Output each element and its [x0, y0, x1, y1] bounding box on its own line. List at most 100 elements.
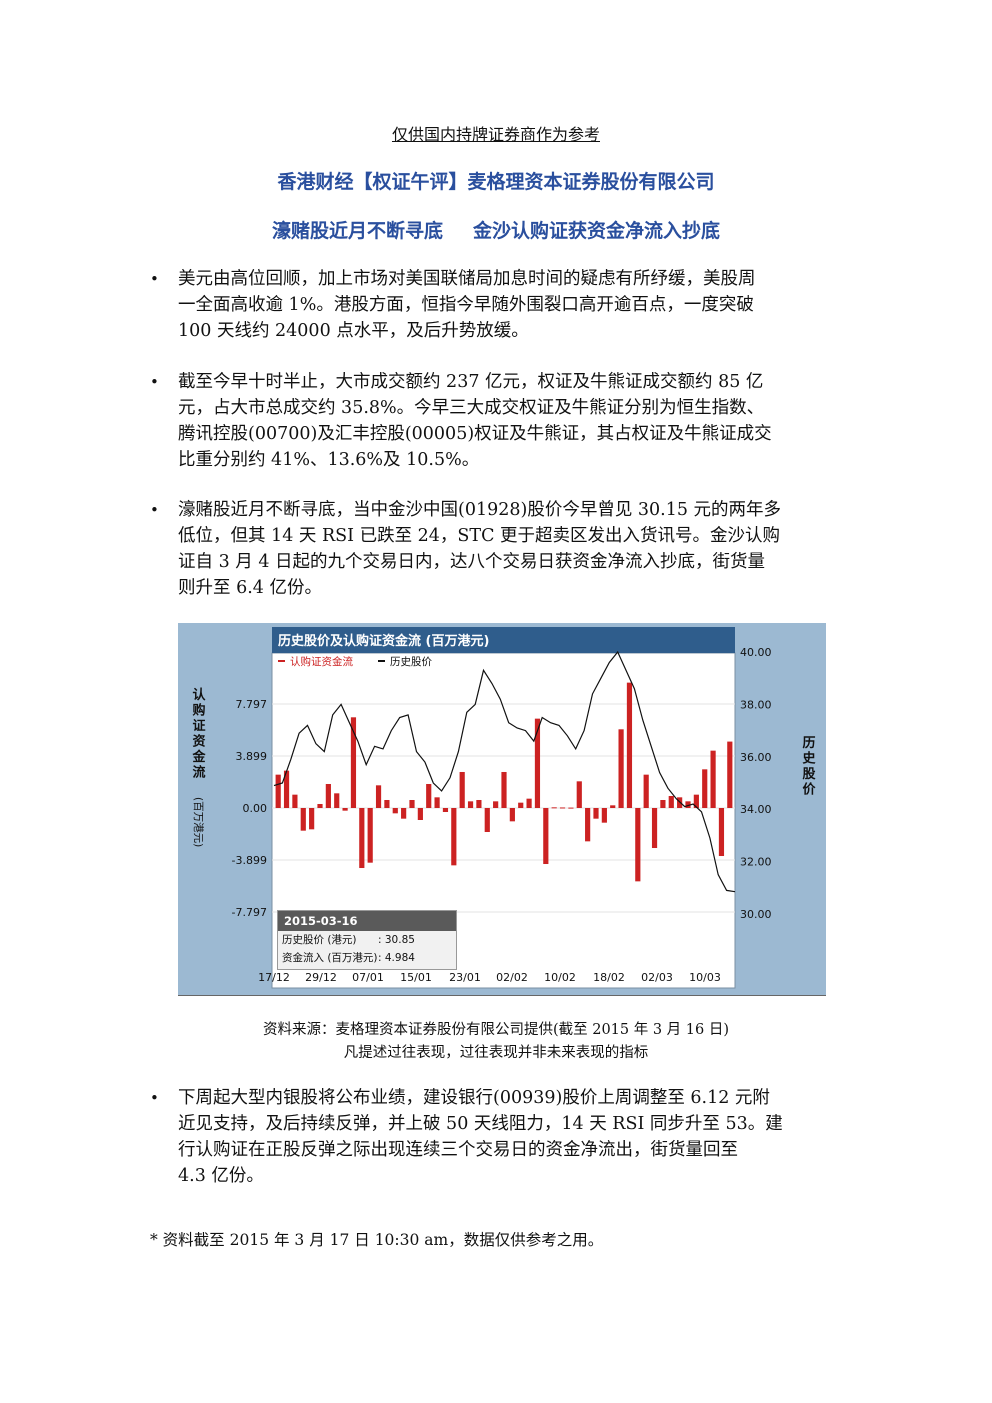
chart-title: 历史股价及认购证资金流 (百万港元) [278, 633, 489, 649]
right-axis-title-char: 价 [802, 783, 816, 798]
flow-bar [417, 808, 423, 821]
flow-bar [727, 741, 733, 808]
paragraph-line: 4.3 亿份。 [178, 1166, 264, 1186]
flow-bar [350, 717, 357, 808]
x-tick-label: 02/02 [496, 971, 528, 984]
paragraph-line: 近见支持，及后持续反弹，并上破 50 天线阻力，14 天 RSI 同步升至 53… [178, 1114, 783, 1134]
flow-bar [610, 805, 616, 808]
flow-bar [442, 808, 449, 813]
left-axis-title-char: 流 [192, 765, 205, 781]
chart-title-bar [272, 627, 735, 653]
left-tick-label: -7.797 [232, 906, 267, 919]
flow-bar [593, 808, 599, 819]
price-line [273, 650, 736, 893]
flow-bar [509, 808, 515, 822]
x-tick-label: 29/12 [305, 971, 337, 984]
flow-bar [375, 785, 382, 808]
left-tick-label: 7.797 [236, 698, 268, 711]
flow-bar [283, 770, 290, 808]
paragraph-line: 行认购证在正股反弹之际出现连续三个交易日的资金净流出，街货量回至 [178, 1140, 738, 1160]
top-note: 仅供国内持牌证券商作为参考 [391, 125, 600, 144]
left-tick-label: 0.00 [243, 802, 268, 815]
x-tick-label: 07/01 [352, 971, 384, 984]
x-tick-label: 10/02 [544, 971, 576, 984]
flow-bar [551, 807, 557, 809]
chart-disclaimer-caption: 凡提述过往表现，过往表现并非未来表现的指标 [343, 1045, 649, 1061]
paragraph-line: 元，占大市总成交约 35.8%。今早三大成交权证及牛熊证分别为恒生指数、 [178, 398, 765, 418]
bullet-icon: • [150, 373, 159, 391]
right-tick-label: 30.00 [740, 908, 772, 921]
left-axis-title-char: 证 [192, 719, 205, 734]
bullet-icon: • [150, 270, 159, 288]
flow-bar [342, 808, 348, 811]
flow-bar [685, 801, 691, 808]
subtitle-left: 濠赌股近月不断寻底 [271, 220, 443, 242]
flow-bar [401, 808, 407, 819]
tooltip-flow-label: 资金流入 (百万港元) [282, 952, 378, 964]
flow-bar [426, 783, 432, 808]
flow-bar [325, 783, 331, 808]
flow-bar [317, 803, 323, 808]
left-axis-title-char: 资 [192, 734, 205, 750]
flow-bar [467, 801, 474, 808]
page-subtitle: 濠赌股近月不断寻底 金沙认购证获资金净流入抄底 [0, 216, 992, 243]
flow-bar [710, 750, 716, 808]
paragraph-line: 证自 3 月 4 日起的九个交易日内，达八个交易日获资金净流入抄底，街货量 [178, 552, 766, 572]
flow-bar [300, 808, 306, 831]
flow-bar [660, 799, 666, 808]
tooltip-date: 2015-03-16 [278, 911, 456, 931]
left-tick-label: -3.899 [232, 854, 267, 867]
left-axis-title-char: 金 [191, 749, 206, 765]
flow-bar [501, 771, 507, 808]
flow-bar [459, 771, 465, 808]
left-axis-unit: (百万港元) [192, 797, 204, 847]
flow-bar [476, 799, 482, 808]
paragraph-line: 一全面高收逾 1%。港股方面，恒指今早随外围裂口高开逾百点，一度突破 [178, 295, 754, 315]
right-tick-label: 40.00 [740, 646, 772, 659]
flow-bar [568, 807, 574, 809]
flow-bar [543, 808, 549, 865]
flow-bar [668, 795, 674, 808]
stock-chart: 历史股价及认购证资金流 (百万港元) 认购证资金流 历史股价 7.797 3.899 0.… [178, 623, 826, 996]
flow-bar [559, 807, 566, 809]
left-tick-label: 3.899 [236, 750, 268, 763]
right-tick-label: 36.00 [740, 751, 772, 764]
subtitle-right: 金沙认购证获资金净流入抄底 [473, 220, 721, 242]
x-tick-label: 17/12 [258, 971, 290, 984]
flow-bar [275, 774, 281, 808]
flow-bar [702, 769, 708, 808]
left-axis-title-char: 购 [192, 703, 205, 719]
paragraph-line: 截至今早十时半止，大市成交额约 237 亿元，权证及牛熊证成交额约 85 亿 [178, 372, 764, 392]
paragraph-line: 100 天线约 24000 点水平，及后升势放缓。 [178, 321, 529, 341]
paragraph-line: 美元由高位回顺，加上市场对美国联储局加息时间的疑虑有所纾缓，美股周 [178, 269, 756, 289]
flow-bar [451, 808, 457, 866]
flow-bar [392, 808, 398, 814]
flow-bar [334, 793, 340, 808]
flow-bar [576, 781, 582, 808]
flow-bar [677, 797, 683, 808]
flow-bar [585, 808, 591, 842]
flow-bar [409, 799, 415, 808]
right-axis-title-char: 股 [802, 767, 815, 782]
chart-svg: 历史股价及认购证资金流 (百万港元)认购证资金流 历史股价7.7973.8990.… [191, 627, 816, 989]
paragraph-line: 下周起大型内银股将公布业绩，建设银行(00939)股价上周调整至 6.12 元附 [178, 1088, 770, 1108]
flow-bar [384, 799, 390, 808]
legend-flow-label: 认购证资金流 [290, 655, 353, 668]
tooltip-price-label: 历史股价 (港元) [282, 934, 357, 946]
paragraph-line: 比重分别约 41%、13.6%及 10.5%。 [178, 450, 480, 470]
x-tick-label: 15/01 [400, 971, 432, 984]
flow-bar [309, 808, 315, 830]
flow-bar [518, 802, 524, 808]
flow-bar [718, 808, 725, 857]
right-axis-title-char: 史 [802, 751, 816, 767]
flow-bar [526, 798, 532, 808]
flow-bar [359, 808, 365, 869]
flow-bar [534, 718, 541, 808]
flow-bar [601, 808, 607, 823]
flow-bar [434, 797, 440, 808]
tooltip-flow-value: : 4.984 [378, 952, 415, 964]
paragraph-line: 腾讯控股(00700)及汇丰控股(00005)权证及牛熊证，其占权证及牛熊证成交 [178, 424, 772, 444]
right-tick-label: 38.00 [740, 698, 772, 711]
flow-bar [643, 774, 649, 808]
flow-bar [635, 808, 641, 882]
